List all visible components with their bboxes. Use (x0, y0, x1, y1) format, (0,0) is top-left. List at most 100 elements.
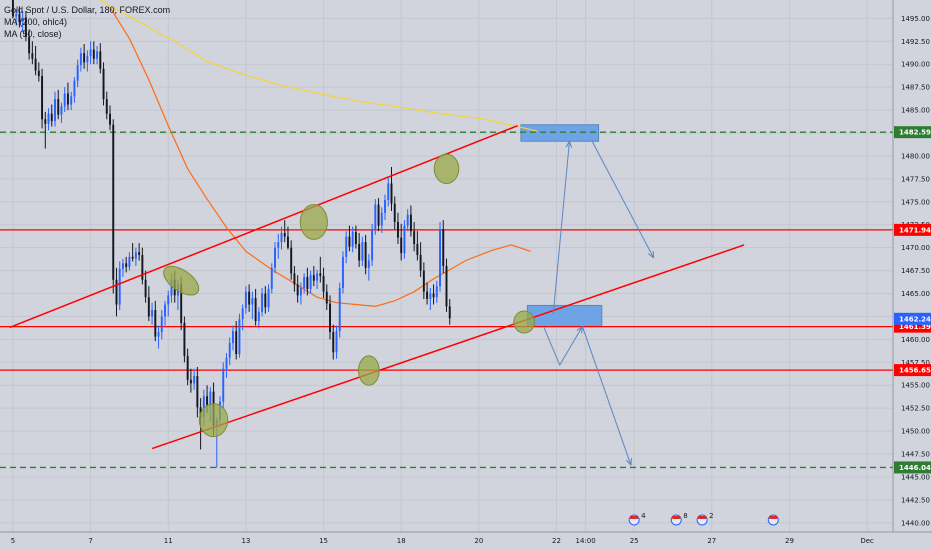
candle-body[interactable] (164, 304, 166, 317)
candle-body[interactable] (225, 357, 228, 369)
candle-body[interactable] (183, 322, 186, 356)
candle-body[interactable] (244, 291, 247, 309)
candle-body[interactable] (79, 53, 82, 66)
candle-body[interactable] (11, 0, 14, 17)
candle-body[interactable] (377, 204, 380, 226)
candle-body[interactable] (312, 275, 315, 281)
time-axis[interactable]: 5 7 11 13 15 18 20 22 14:00 25 27 29 Dec (0, 531, 932, 550)
candle-body[interactable] (267, 288, 270, 308)
candle-body[interactable] (293, 273, 296, 285)
candle-body[interactable] (332, 332, 335, 353)
candle-body[interactable] (409, 214, 412, 232)
candle-body[interactable] (319, 273, 322, 277)
candle-body[interactable] (335, 331, 338, 353)
candle-body[interactable] (134, 252, 137, 259)
candle-body[interactable] (403, 225, 406, 254)
candle-body[interactable] (329, 303, 331, 333)
candle-body[interactable] (384, 199, 386, 213)
candle-body[interactable] (21, 17, 24, 23)
candle-body[interactable] (283, 232, 286, 237)
candle-body[interactable] (115, 279, 118, 305)
candle-body[interactable] (371, 229, 374, 261)
candle-body[interactable] (118, 268, 121, 305)
candle-body[interactable] (322, 276, 325, 292)
candle-body[interactable] (270, 267, 273, 289)
candle-body[interactable] (426, 291, 429, 300)
candle-body[interactable] (138, 252, 141, 255)
candle-body[interactable] (70, 96, 73, 105)
candle-body[interactable] (235, 331, 238, 355)
candle-body[interactable] (15, 13, 18, 17)
candle-body[interactable] (303, 277, 306, 289)
candle-body[interactable] (264, 293, 267, 308)
candle-body[interactable] (429, 293, 432, 300)
candle-body[interactable] (60, 106, 63, 115)
candle-body[interactable] (28, 36, 31, 54)
event-marker[interactable]: 2 (696, 512, 714, 526)
candle-body[interactable] (151, 310, 154, 317)
candle-body[interactable] (316, 273, 319, 281)
candle-body[interactable] (280, 232, 283, 243)
candle-body[interactable] (109, 113, 111, 125)
candle-body[interactable] (442, 229, 445, 266)
candle-body[interactable] (31, 53, 34, 59)
candle-body[interactable] (180, 284, 183, 323)
candle-body[interactable] (238, 319, 241, 355)
candle-body[interactable] (128, 256, 131, 267)
candle-body[interactable] (157, 332, 160, 337)
candle-body[interactable] (147, 297, 150, 317)
candle-body[interactable] (257, 311, 260, 322)
candle-body[interactable] (422, 270, 425, 292)
price-axis[interactable]: 1440.00 1442.50 1445.00 1447.50 1450.00 1452.… (892, 0, 932, 550)
candle-body[interactable] (345, 236, 348, 257)
candle-body[interactable] (18, 13, 21, 23)
candle-body[interactable] (448, 306, 451, 319)
candle-body[interactable] (41, 76, 44, 120)
candle-body[interactable] (102, 68, 105, 100)
candle-body[interactable] (196, 376, 199, 408)
circle-right-top[interactable] (433, 153, 460, 184)
candle-body[interactable] (99, 51, 102, 69)
candle-body[interactable] (50, 113, 53, 122)
candle-body[interactable] (228, 343, 231, 358)
candle-body[interactable] (209, 391, 212, 406)
candle-body[interactable] (338, 288, 341, 332)
candle-body[interactable] (57, 99, 60, 115)
candle-body[interactable] (413, 231, 416, 244)
candle-body[interactable] (419, 254, 422, 271)
candle-body[interactable] (374, 204, 377, 230)
candle-body[interactable] (89, 49, 92, 56)
candle-body[interactable] (186, 355, 189, 380)
circle-left-top[interactable] (159, 261, 204, 301)
channel-lower[interactable] (151, 244, 745, 450)
candle-body[interactable] (445, 266, 448, 307)
candle-body[interactable] (367, 260, 370, 268)
candle-body[interactable] (231, 331, 234, 344)
candle-body[interactable] (125, 263, 128, 267)
candle-body[interactable] (380, 212, 383, 226)
candle-body[interactable] (248, 291, 251, 305)
candle-body[interactable] (241, 308, 244, 320)
candle-body[interactable] (309, 275, 312, 289)
candle-body[interactable] (154, 310, 157, 337)
candle-body[interactable] (73, 80, 76, 97)
candle-body[interactable] (92, 49, 95, 59)
candle-body[interactable] (416, 243, 419, 255)
candle-body[interactable] (112, 124, 115, 280)
candle-body[interactable] (396, 221, 399, 238)
arrow-top-zone-down[interactable] (591, 141, 653, 257)
candle-body[interactable] (206, 396, 209, 406)
arrow-up-to-top-zone[interactable] (552, 141, 569, 314)
candle-body[interactable] (348, 236, 351, 247)
arrow-dip-to-target[interactable] (581, 326, 631, 466)
candle-body[interactable] (24, 17, 27, 37)
candle-body[interactable] (202, 396, 205, 418)
candle-body[interactable] (189, 379, 192, 384)
channel-upper[interactable] (9, 124, 518, 329)
candle-body[interactable] (54, 99, 56, 122)
circle-mid-low[interactable] (357, 355, 380, 386)
candle-body[interactable] (44, 119, 47, 124)
candle-body[interactable] (274, 247, 276, 268)
zone-top[interactable] (520, 124, 600, 142)
